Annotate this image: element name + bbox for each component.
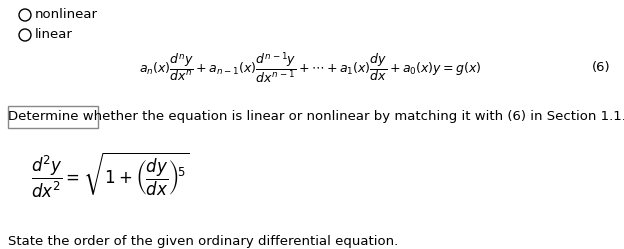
Text: linear: linear (35, 28, 73, 42)
Text: nonlinear: nonlinear (35, 8, 98, 21)
Text: State the order of the given ordinary differential equation.: State the order of the given ordinary di… (8, 235, 398, 248)
Text: $\dfrac{d^{2}y}{dx^{2}} = \sqrt{1 + \left(\dfrac{dy}{dx}\right)^{\!5}}$: $\dfrac{d^{2}y}{dx^{2}} = \sqrt{1 + \lef… (31, 150, 189, 199)
Text: (6): (6) (592, 62, 611, 74)
Bar (8, 106, 98, 128)
Text: Determine whether the equation is linear or nonlinear by matching it with (6) in: Determine whether the equation is linear… (8, 110, 624, 123)
Text: $a_n(x)\dfrac{d^n y}{dx^n} + a_{n-1}(x)\dfrac{d^{n-1}y}{dx^{n-1}} + \cdots + a_1: $a_n(x)\dfrac{d^n y}{dx^n} + a_{n-1}(x)\… (139, 51, 481, 85)
